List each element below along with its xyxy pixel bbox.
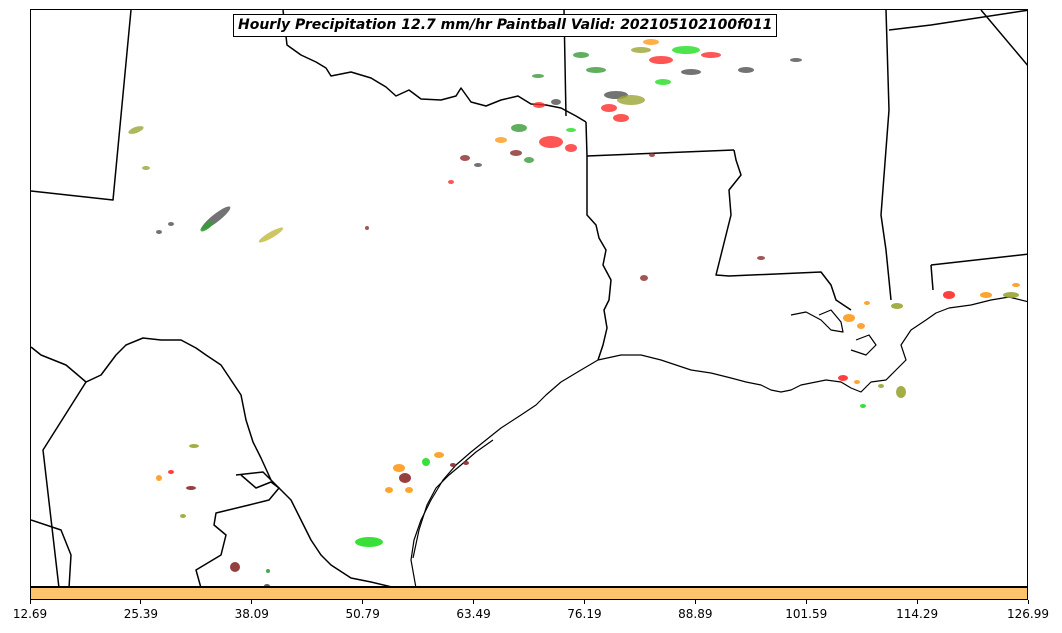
colorbar	[30, 587, 1028, 600]
map-title: Hourly Precipitation 12.7 mm/hr Paintbal…	[233, 14, 778, 37]
colorbar-tick	[806, 600, 807, 604]
colorbar-tick-label: 114.29	[896, 607, 939, 621]
colorbar-tick	[362, 600, 363, 604]
colorbar-tick	[473, 600, 474, 604]
colorbar-tick-label: 12.69	[12, 607, 48, 621]
colorbar-tick	[917, 600, 918, 604]
coastline	[410, 296, 1027, 586]
colorbar-tick-label: 50.79	[345, 607, 380, 621]
colorbar-tick	[30, 600, 31, 604]
colorbar-tick-label: 101.59	[785, 607, 828, 621]
colorbar-tick-label: 126.99	[1007, 607, 1049, 621]
colorbar-tick	[695, 600, 696, 604]
colorbar-tick	[251, 600, 252, 604]
colorbar-tick	[584, 600, 585, 604]
state-borders	[31, 10, 1027, 586]
colorbar-tick-label: 88.89	[678, 607, 713, 621]
precip-blobs	[128, 39, 1020, 586]
colorbar-tick-label: 25.39	[123, 607, 159, 621]
map-canvas	[31, 10, 1027, 586]
colorbar-tick-label: 76.19	[567, 607, 602, 621]
colorbar-tick	[1028, 600, 1029, 604]
colorbar-tick	[140, 600, 141, 604]
colorbar-tick-label: 63.49	[456, 607, 491, 621]
colorbar-tick-label: 38.09	[234, 607, 269, 621]
map-panel	[30, 9, 1028, 587]
